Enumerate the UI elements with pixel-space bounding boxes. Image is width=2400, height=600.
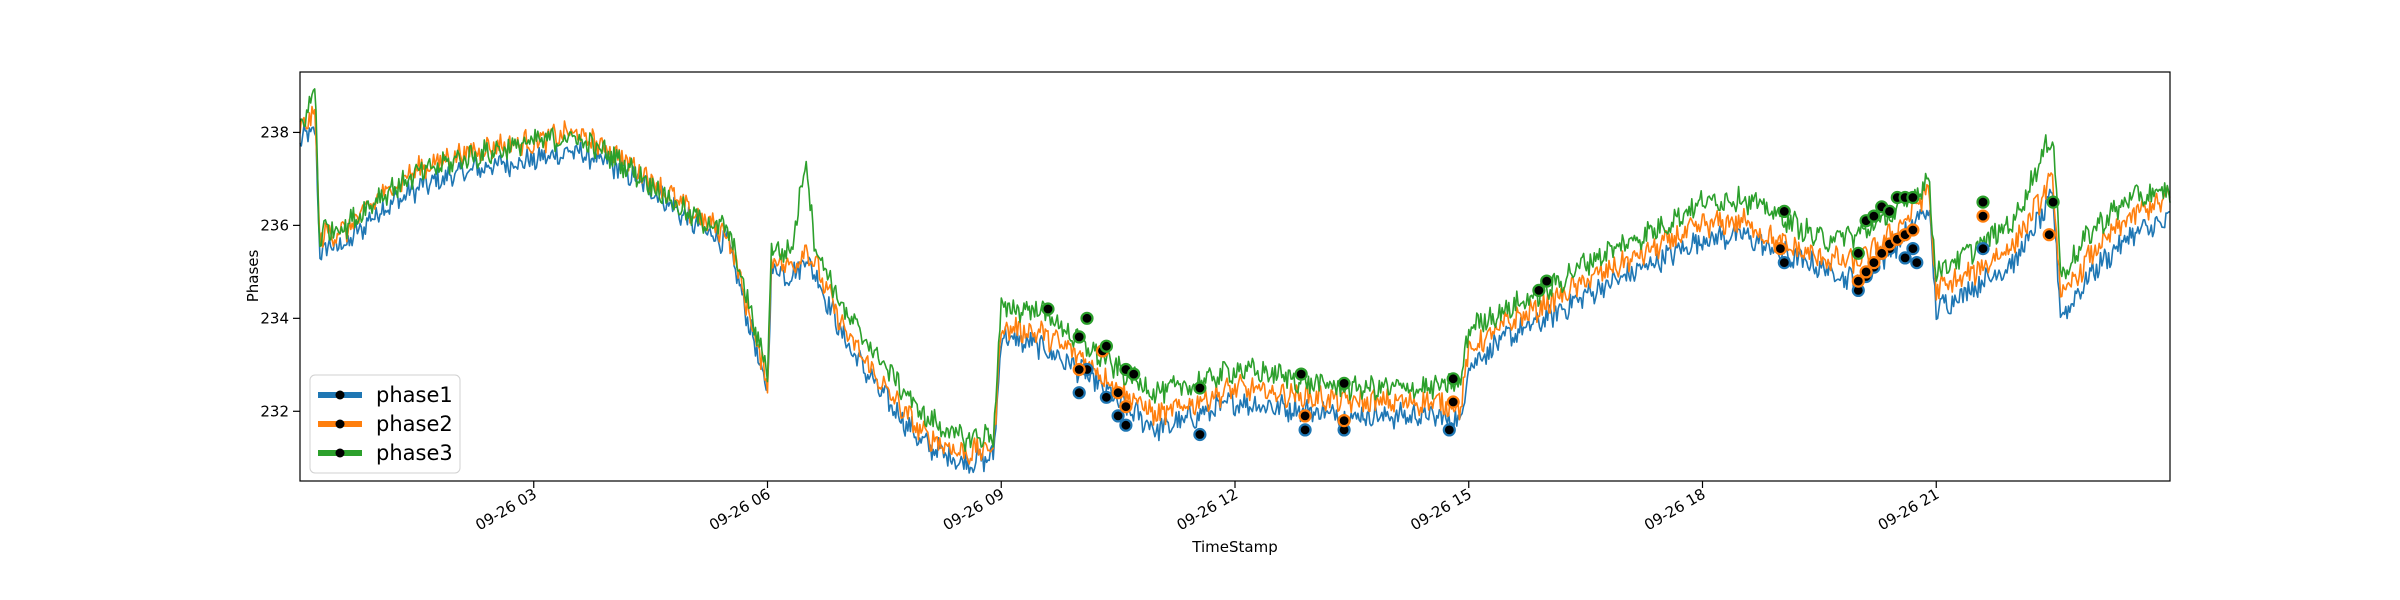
anomaly-point-phase1 (1906, 242, 1920, 256)
anomaly-point-phase2 (1859, 265, 1873, 279)
anomaly-point-phase1 (1111, 409, 1125, 423)
anomaly-point-phase3 (1976, 195, 1990, 209)
anomaly-layer (1041, 190, 2060, 442)
anomaly-point-phase1 (1898, 251, 1912, 265)
anomaly-point-phase3 (1294, 367, 1308, 381)
anomaly-point-phase2 (1875, 246, 1889, 260)
anomaly-point-phase1 (1910, 256, 1924, 270)
legend-marker-phase1 (335, 390, 345, 400)
anomaly-point-phase3 (1777, 204, 1791, 218)
anomaly-point-phase2 (1851, 274, 1865, 288)
anomaly-point-phase1 (1099, 390, 1114, 404)
anomaly-point-phase3 (1072, 330, 1086, 344)
legend: phase1 phase2 phase3 (309, 374, 461, 474)
anomaly-point-phase3 (1080, 311, 1094, 325)
y-axis: 232 234 236 238 (260, 123, 300, 420)
anomaly-point-phase3 (2046, 195, 2060, 209)
anomaly-point-phase3 (1099, 339, 1114, 353)
anomaly-point-phase2 (1446, 395, 1460, 409)
anomaly-point-phase2 (1111, 386, 1125, 400)
anomaly-point-phase2 (1119, 400, 1133, 414)
legend-marker-phase3 (335, 448, 345, 458)
legend-label-phase3: phase3 (376, 441, 453, 465)
legend-label-phase1: phase1 (376, 383, 453, 407)
anomaly-point-phase3 (1851, 246, 1865, 260)
anomaly-point-phase3 (1882, 204, 1897, 218)
anomaly-point-phase1 (1119, 418, 1133, 432)
anomaly-point-phase3 (1867, 209, 1881, 223)
y-tick-label: 234 (260, 309, 289, 327)
x-axis-label: TimeStamp (1191, 538, 1277, 556)
anomaly-point-phase3 (1540, 274, 1554, 288)
anomaly-point-phase2 (1298, 409, 1312, 423)
anomaly-point-phase1 (1777, 256, 1791, 270)
y-tick-label: 236 (260, 216, 289, 234)
legend-box (309, 374, 461, 474)
anomaly-point-phase3 (1446, 372, 1460, 386)
anomaly-point-phase2 (1072, 362, 1086, 377)
anomaly-point-phase3 (1041, 302, 1055, 316)
anomaly-point-phase1 (1976, 242, 1990, 256)
anomaly-point-phase3 (1532, 283, 1546, 297)
y-tick-label: 238 (260, 123, 289, 141)
legend-label-phase2: phase2 (376, 412, 453, 436)
anomaly-point-phase2 (1337, 414, 1351, 428)
anomaly-point-phase2 (2042, 228, 2056, 242)
anomaly-point-phase2 (1976, 209, 1990, 223)
anomaly-point-phase3 (1193, 381, 1207, 395)
legend-marker-phase2 (335, 419, 345, 429)
anomaly-point-phase3 (1906, 190, 1920, 205)
anomaly-point-phase2 (1906, 223, 1920, 237)
anomaly-point-phase1 (1298, 423, 1312, 437)
anomaly-point-phase3 (1127, 367, 1141, 381)
anomaly-point-phase3 (1337, 376, 1351, 390)
anomaly-point-phase1 (1193, 427, 1207, 442)
y-tick-label: 232 (260, 402, 289, 420)
anomaly-point-phase1 (1072, 386, 1086, 400)
y-axis-label: Phases (244, 250, 262, 303)
anomaly-point-phase2 (1773, 242, 1788, 256)
anomaly-point-phase1 (1442, 423, 1456, 437)
anomaly-point-phase2 (1867, 256, 1881, 270)
series-line-phase3 (299, 88, 2171, 453)
